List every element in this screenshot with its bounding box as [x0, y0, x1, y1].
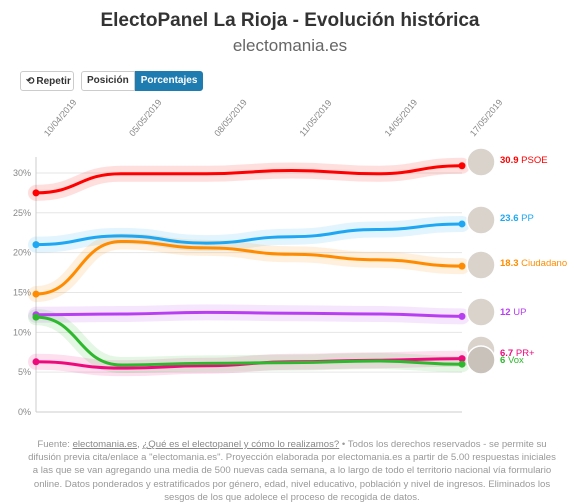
series-line-pp — [34, 222, 464, 247]
end-series-name-ciudadano: Ciudadano — [521, 258, 567, 269]
series-band-ciudadano — [28, 233, 470, 303]
end-series-name-up: UP — [513, 307, 526, 318]
end-label-psoe: 30.9 PSOE — [500, 155, 548, 166]
y-tick-label: 10% — [13, 327, 31, 337]
end-point-psoe — [458, 162, 466, 170]
x-tick-label: 17/05/2019 — [468, 97, 505, 138]
start-point-ciudadano — [32, 290, 40, 298]
end-value-vox: 6 — [500, 355, 508, 366]
end-value-psoe: 30.9 — [500, 155, 521, 166]
y-tick-label: 25% — [13, 208, 31, 218]
end-point-pp — [458, 220, 466, 228]
x-tick-label: 05/05/2019 — [127, 97, 164, 138]
x-tick-label: 10/04/2019 — [42, 97, 79, 138]
y-tick-label: 5% — [18, 367, 31, 377]
percentages-button[interactable]: Porcentajes — [134, 71, 204, 91]
source-link[interactable]: electomania.es — [72, 439, 138, 450]
line-chart: 0% 5% 10% 15% 20% 25% 30% 10/04/2019 05/05/2019 0… — [13, 97, 567, 417]
avatar-pp — [466, 205, 496, 235]
chart-subtitle: electomania.es — [232, 36, 348, 55]
repeat-button[interactable]: ⟲ Repetir — [20, 71, 74, 91]
end-label-vox: 6 Vox — [500, 355, 524, 366]
source-prefix: Fuente: — [37, 439, 73, 450]
y-tick-label: 15% — [13, 287, 31, 297]
x-tick-label: 14/05/2019 — [383, 97, 420, 138]
start-point-pp — [32, 241, 40, 249]
end-label-up: 12 UP — [500, 307, 526, 318]
end-point-vox — [458, 360, 466, 368]
replay-icon: ⟲ — [26, 76, 35, 87]
series-band-vox — [28, 309, 470, 373]
x-tick-label: 08/05/2019 — [212, 97, 249, 138]
end-value-ciudadano: 18.3 — [500, 258, 521, 269]
y-tick-label: 30% — [13, 168, 31, 178]
repeat-label: Repetir — [36, 76, 71, 87]
start-point-vox — [32, 313, 40, 321]
end-label-pr: 6.7 PR+ — [500, 348, 535, 359]
series-band-psoe — [28, 157, 470, 201]
faq-link[interactable]: ¿Qué es el electopanel y cómo lo realiza… — [142, 439, 340, 450]
end-value-pp: 23.6 — [500, 213, 521, 224]
end-value-pr: 6.7 — [500, 348, 516, 359]
avatar-up — [466, 297, 496, 327]
start-point-psoe — [32, 189, 40, 197]
avatar-vox — [466, 345, 496, 375]
end-value-up: 12 — [500, 307, 513, 318]
end-series-name-pp: PP — [521, 213, 534, 224]
series-line-up — [34, 310, 464, 318]
series-line-vox — [34, 315, 464, 367]
end-series-name-pr: PR+ — [516, 348, 535, 359]
end-series-name-vox: Vox — [508, 355, 524, 366]
avatar-ciudadano — [466, 250, 496, 280]
series-line-ciudadano — [34, 239, 464, 296]
view-mode-toggle: Posición Porcentajes — [81, 71, 204, 91]
source-separator: , — [137, 439, 143, 450]
y-tick-label: 0% — [18, 407, 31, 417]
end-label-ciudadano: 18.3 Ciudadano — [500, 258, 567, 269]
series-line-psoe — [34, 164, 464, 195]
end-series-name-psoe: PSOE — [521, 155, 547, 166]
end-point-pr — [458, 355, 466, 363]
end-label-pp: 23.6 PP — [500, 213, 534, 224]
end-point-up — [458, 312, 466, 320]
x-tick-label: 11/05/2019 — [297, 98, 333, 138]
position-button[interactable]: Posición — [81, 71, 135, 91]
start-point-pr — [32, 358, 40, 366]
footer-note: Fuente: electomania.es, ¿Qué es el elect… — [28, 438, 556, 504]
avatar-psoe — [466, 147, 496, 177]
chart-title: ElectoPanel La Rioja - Evolución históri… — [100, 10, 480, 31]
y-tick-label: 20% — [13, 248, 31, 258]
end-point-ciudadano — [458, 262, 466, 270]
